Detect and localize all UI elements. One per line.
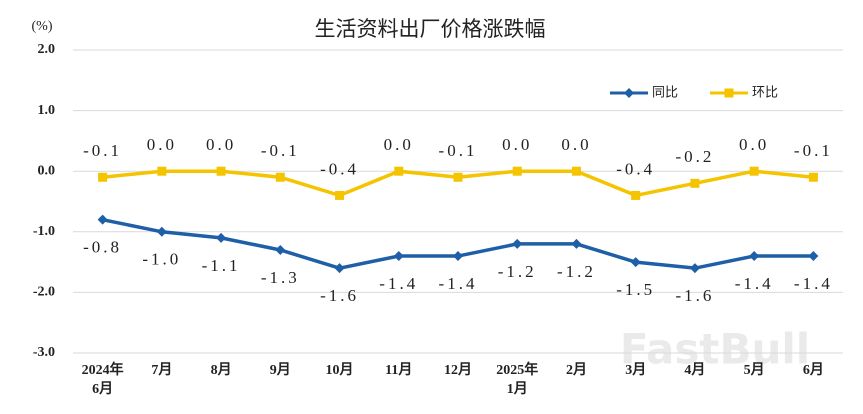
- x-tick-label: 8月: [211, 362, 232, 378]
- point: [216, 232, 227, 243]
- point: [156, 226, 167, 237]
- point: [335, 190, 345, 200]
- data-label: -1.1: [202, 256, 241, 275]
- x-tick-label: 4月: [684, 362, 705, 378]
- y-tick-label: 2.0: [38, 42, 56, 57]
- data-label: -1.2: [557, 262, 596, 281]
- data-label: 0.0: [384, 135, 414, 154]
- chart-title: 生活资料出厂价格涨跌幅: [315, 17, 546, 41]
- x-tick-label: 2024年 6月: [82, 361, 124, 397]
- data-label: -0.4: [616, 159, 655, 178]
- data-label: -1.4: [794, 274, 833, 293]
- data-label: -1.4: [735, 274, 774, 293]
- point: [334, 263, 345, 274]
- point: [275, 172, 285, 182]
- data-label: -1.3: [261, 268, 300, 287]
- point: [631, 190, 641, 200]
- point: [453, 251, 463, 262]
- watermark: FastBull: [620, 325, 810, 374]
- point: [453, 172, 463, 182]
- point: [512, 166, 522, 176]
- x-tick-label: 2月: [566, 362, 587, 378]
- legend-label: 环比: [752, 86, 778, 101]
- point: [690, 178, 700, 188]
- data-label: -1.4: [439, 274, 478, 293]
- y-tick-label: -1.0: [33, 224, 55, 239]
- data-label: -0.4: [320, 159, 359, 178]
- point: [97, 214, 108, 225]
- data-label: 0.0: [206, 135, 236, 154]
- point: [98, 172, 108, 182]
- point: [571, 166, 581, 176]
- data-label: 0.0: [561, 135, 591, 154]
- data-label: 0.0: [502, 135, 532, 154]
- data-label: -0.1: [794, 141, 833, 160]
- point: [749, 166, 759, 176]
- data-label: -1.6: [675, 286, 714, 305]
- point: [808, 251, 819, 262]
- data-label: -1.4: [379, 274, 418, 293]
- data-label: -0.2: [675, 147, 714, 166]
- point: [689, 263, 700, 274]
- x-tick-label: 2025年 1月: [496, 361, 538, 397]
- x-tick-label: 3月: [625, 362, 646, 378]
- point: [630, 257, 641, 268]
- data-label: -0.1: [439, 141, 478, 160]
- data-label: -0.1: [83, 141, 122, 160]
- data-label: -0.1: [261, 141, 300, 160]
- x-tick-label: 12月: [444, 362, 472, 378]
- data-label: -1.6: [320, 286, 359, 305]
- x-tick-label: 5月: [744, 362, 765, 378]
- point: [275, 244, 286, 255]
- legend-label: 同比: [652, 86, 678, 101]
- y-tick-label: -3.0: [33, 345, 55, 360]
- point: [216, 166, 226, 176]
- point: [393, 251, 404, 262]
- point: [808, 172, 818, 182]
- data-label: -1.0: [142, 250, 181, 269]
- x-tick-label: 9月: [270, 362, 291, 378]
- data-label: -1.2: [498, 262, 537, 281]
- point: [512, 238, 523, 249]
- point: [624, 88, 634, 98]
- x-tick-label: 7月: [151, 362, 172, 378]
- x-tick-label: 6月: [803, 362, 824, 378]
- data-label: -1.5: [616, 280, 655, 299]
- point: [157, 166, 167, 176]
- point: [724, 88, 734, 98]
- x-tick-label: 11月: [385, 362, 412, 378]
- point: [394, 166, 404, 176]
- data-label: 0.0: [739, 135, 769, 154]
- y-tick-label: 0.0: [38, 163, 56, 178]
- data-label: 0.0: [147, 135, 177, 154]
- y-tick-label: -2.0: [33, 285, 55, 300]
- point: [571, 238, 582, 249]
- data-label: -0.8: [83, 238, 122, 257]
- y-tick-label: 1.0: [38, 103, 56, 118]
- x-tick-label: 10月: [326, 362, 354, 378]
- y-unit-label: (%): [32, 19, 53, 34]
- point: [749, 251, 760, 262]
